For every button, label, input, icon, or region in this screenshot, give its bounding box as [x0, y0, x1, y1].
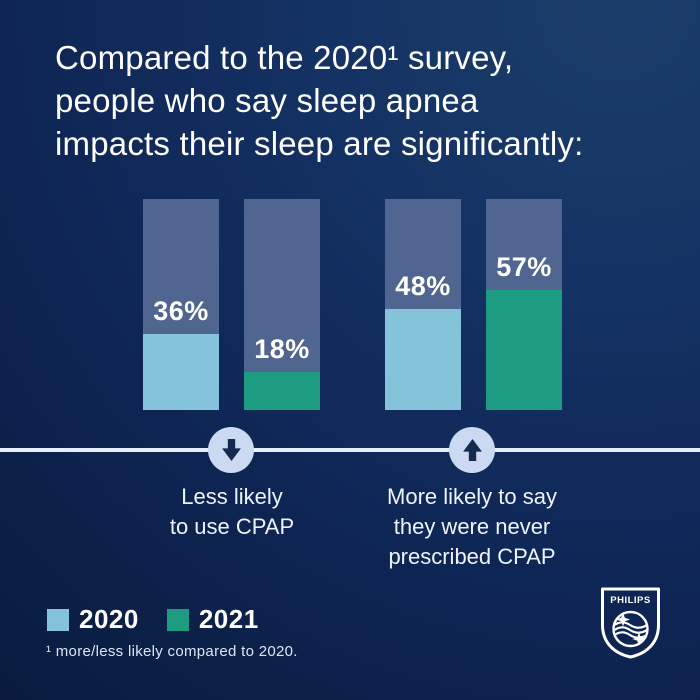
philips-shield-icon: PHILIPS: [601, 587, 660, 659]
bar-value-label: 57%: [496, 251, 552, 282]
legend-swatch-2021: [166, 608, 189, 631]
caption-line: to use CPAP: [169, 514, 295, 539]
arrow-up-badge: [449, 427, 495, 473]
arrow-down-icon: [221, 439, 241, 461]
title-line-1: Compared to the 2020¹ survey,: [55, 39, 514, 76]
legend: 2020 2021: [47, 604, 259, 635]
caption-less-likely: Less likely to use CPAP: [112, 482, 352, 542]
bar-fill: [143, 334, 219, 410]
bar-fill: [385, 308, 461, 410]
legend-item-2021: 2021: [166, 604, 259, 635]
caption-line: they were never: [393, 514, 551, 539]
caption-line: More likely to say: [387, 484, 557, 509]
bar-2021-more-likely: 57%: [486, 199, 562, 410]
bar-fill: [486, 289, 562, 410]
title-line-2: people who say sleep apnea: [55, 82, 479, 119]
legend-label: 2020: [79, 604, 139, 634]
arrow-up-icon: [462, 439, 482, 461]
caption-line: Less likely: [181, 484, 283, 509]
bar-value-label: 18%: [254, 334, 310, 365]
philips-logo: PHILIPS: [599, 586, 662, 660]
bar-2020-more-likely: 48%: [385, 199, 461, 410]
caption-line: prescribed CPAP: [388, 544, 556, 569]
bar-value-label: 36%: [153, 296, 209, 327]
divider-line: [0, 448, 700, 452]
bar-fill: [244, 372, 320, 410]
legend-item-2020: 2020: [47, 604, 139, 635]
legend-label: 2021: [198, 604, 259, 634]
title-line-3: impacts their sleep are significantly:: [55, 125, 584, 162]
bar-value-label: 48%: [395, 270, 451, 301]
footnote: ¹ more/less likely compared to 2020.: [46, 643, 298, 660]
bar-2020-less-likely: 36%: [143, 199, 219, 410]
bar-2021-less-likely: 18%: [244, 199, 320, 410]
philips-wordmark: PHILIPS: [610, 595, 650, 606]
page-title: Compared to the 2020¹ survey, people who…: [55, 36, 584, 165]
caption-more-likely: More likely to say they were never presc…: [342, 482, 602, 572]
arrow-down-badge: [208, 427, 254, 473]
legend-swatch-2020: [47, 608, 69, 631]
